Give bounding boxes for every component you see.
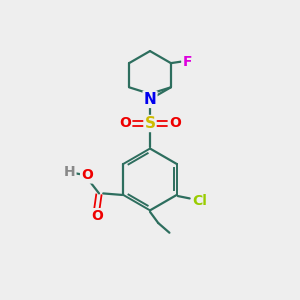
Text: H: H [64, 165, 75, 178]
Text: O: O [81, 169, 93, 182]
Text: O: O [169, 116, 181, 130]
Text: N: N [144, 92, 156, 107]
Text: O: O [119, 116, 131, 130]
Text: S: S [145, 116, 155, 131]
Text: F: F [182, 55, 192, 69]
Text: Cl: Cl [192, 194, 207, 208]
Text: O: O [91, 209, 103, 223]
